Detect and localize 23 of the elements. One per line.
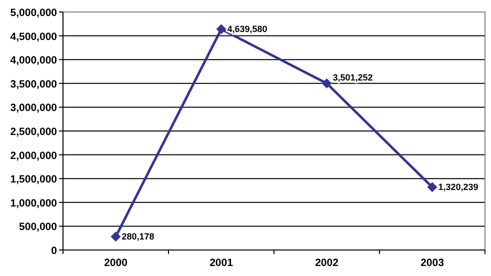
x-tick-label: 2000 [104, 257, 128, 269]
text: 1,320,239 [438, 182, 478, 192]
y-tick-label: 1,000,000 [10, 197, 58, 210]
point [322, 78, 332, 88]
y-tick-label: 500,000 [19, 221, 58, 234]
y-tick-label: 3,000,000 [10, 102, 58, 114]
y-tick-label: 1,500,000 [10, 174, 58, 186]
x-tick-label: 2003 [420, 257, 444, 269]
text: 4,639,580 [227, 24, 268, 34]
y-tick-label: 0 [51, 245, 58, 257]
point [110, 232, 121, 242]
point [427, 182, 438, 192]
x-tick-label: 2001 [210, 257, 234, 269]
y-tick-label: 2,500,000 [10, 126, 58, 138]
text: 280,178 [122, 232, 154, 242]
y-tick-label: 4,500,000 [10, 30, 58, 43]
x-tick-label: 2002 [315, 257, 339, 269]
y-tick-label: 4,000,000 [10, 54, 58, 67]
y-tick-label: 3,500,000 [10, 78, 58, 90]
text: 3,501,252 [332, 72, 373, 82]
point [216, 24, 226, 34]
y-tick-label: 2,000,000 [10, 150, 58, 162]
y-tick-label: 5,000,000 [10, 7, 58, 19]
